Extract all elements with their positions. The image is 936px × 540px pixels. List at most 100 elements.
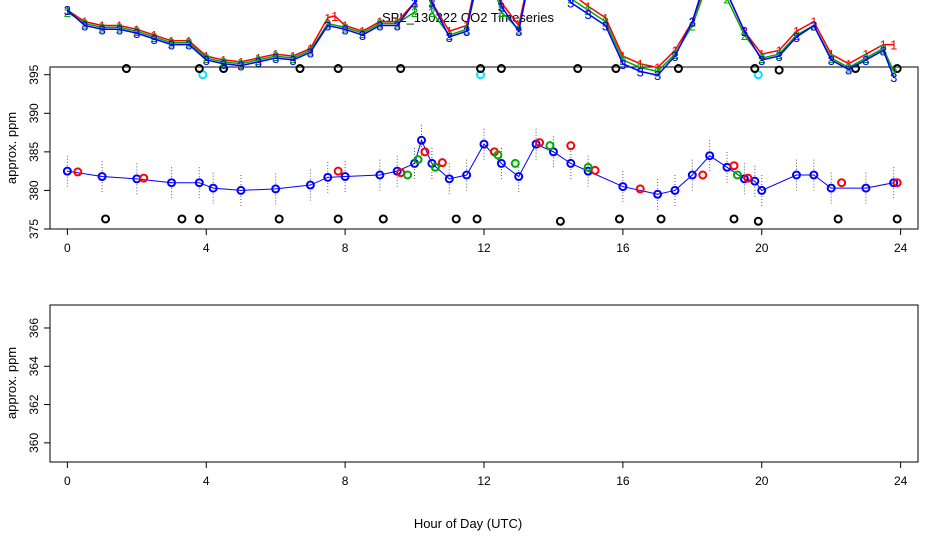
data-point-blue [809, 170, 819, 180]
data-point-blue [97, 172, 107, 182]
data-point-2: 2 [862, 51, 869, 66]
data-point-2: 2 [342, 20, 349, 35]
data-point-2: 2 [741, 28, 748, 43]
data-point-1: 1 [567, 0, 574, 1]
data-point-3: 3 [168, 38, 175, 53]
data-point-3: 3 [585, 7, 592, 22]
data-point-2: 2 [793, 28, 800, 43]
data-point-3: 3 [342, 22, 349, 37]
x-tick-label: 16 [616, 241, 630, 255]
data-point-2: 2 [498, 5, 505, 20]
data-point-green [510, 158, 520, 168]
data-point-3: 3 [64, 3, 71, 18]
data-point-2: 2 [116, 20, 123, 35]
data-point-green [413, 155, 423, 165]
x-axis-bottom: 0 4 8 12 16 20 24 [64, 462, 908, 488]
data-point-3: 3 [880, 43, 887, 58]
data-point-red [420, 147, 430, 157]
data-point-3: 3 [411, 0, 418, 10]
data-point-3: 3 [324, 18, 331, 33]
data-point-3: 3 [185, 38, 192, 53]
data-point-1: 1 [133, 22, 140, 37]
data-point-1: 1 [376, 15, 383, 30]
data-point-2: 2 [255, 53, 262, 68]
data-point-1: 1 [793, 24, 800, 39]
data-point-red [729, 161, 739, 171]
data-point-2: 2 [723, 0, 730, 7]
x-tick-label: 24 [894, 474, 908, 488]
data-point-1: 1 [237, 55, 244, 70]
x-tick-label: 0 [64, 241, 71, 255]
data-point-2: 2 [151, 30, 158, 45]
data-point-3: 3 [463, 24, 470, 39]
data-point-blue [167, 178, 177, 188]
data-point-black [496, 64, 506, 74]
data-point-1: 1 [255, 51, 262, 66]
data-point-3: 3 [289, 53, 296, 68]
data-point-2: 2 [168, 36, 175, 51]
data-point-3: 3 [133, 26, 140, 41]
data-point-black [729, 214, 739, 224]
data-point-red [535, 138, 545, 148]
data-point-red [743, 173, 753, 183]
data-point-blue [496, 158, 506, 168]
data-point-black [333, 64, 343, 74]
data-point-blue [791, 170, 801, 180]
data-point-green [493, 150, 503, 160]
data-point-1: 1 [828, 47, 835, 62]
data-point-1: 1 [723, 0, 730, 1]
data-point-2: 2 [203, 51, 210, 66]
data-point-1: 1 [220, 53, 227, 68]
data-point-blue [479, 139, 489, 149]
data-point-2: 2 [307, 43, 314, 58]
data-point-3: 3 [776, 49, 783, 64]
data-point-blue [750, 176, 760, 186]
data-point-blue [757, 185, 767, 195]
data-point-black [451, 214, 461, 224]
data-point-black [396, 64, 406, 74]
data-point-3: 3 [116, 22, 123, 37]
data-point-blue [236, 185, 246, 195]
data-point-green [545, 141, 555, 151]
data-point-1: 1 [331, 9, 338, 24]
x-tick-label: 20 [755, 474, 769, 488]
y-tick-label: 395 [27, 64, 41, 84]
data-point-black [295, 64, 305, 74]
data-point-2: 2 [428, 5, 435, 20]
data-point-3: 3 [602, 18, 609, 33]
data-point-2: 2 [64, 5, 71, 20]
x-tick-label: 20 [755, 241, 769, 255]
data-point-red [837, 178, 847, 188]
data-point-1: 1 [654, 61, 661, 76]
data-point-3: 3 [810, 18, 817, 33]
data-point-red [437, 158, 447, 168]
plot-frame-bottom [49, 304, 919, 463]
data-point-1: 1 [116, 18, 123, 33]
data-point-1: 1 [810, 15, 817, 30]
data-point-2: 2 [359, 26, 366, 41]
data-point-2: 2 [890, 64, 897, 79]
x-tick-label: 24 [894, 241, 908, 255]
y-axis-label-bottom: approx. ppm [4, 347, 19, 419]
data-point-2: 2 [602, 15, 609, 30]
data-point-2: 2 [289, 51, 296, 66]
x-tick-label: 12 [477, 241, 491, 255]
data-point-1: 1 [637, 57, 644, 72]
data-point-green [430, 162, 440, 172]
data-point-blue [705, 151, 715, 161]
x-tick-label: 12 [477, 474, 491, 488]
data-point-blue [826, 183, 836, 193]
data-point-blue [62, 166, 72, 176]
data-point-blue [670, 185, 680, 195]
x-tick-label: 16 [616, 474, 630, 488]
data-point-1: 1 [602, 11, 609, 26]
data-point-red [698, 170, 708, 180]
data-point-red [590, 165, 600, 175]
data-point-green [583, 162, 593, 172]
data-point-blue [271, 184, 281, 194]
data-point-1: 1 [168, 34, 175, 49]
data-point-blue [889, 178, 899, 188]
data-point-black [121, 64, 131, 74]
plot-area-top [62, 64, 902, 226]
